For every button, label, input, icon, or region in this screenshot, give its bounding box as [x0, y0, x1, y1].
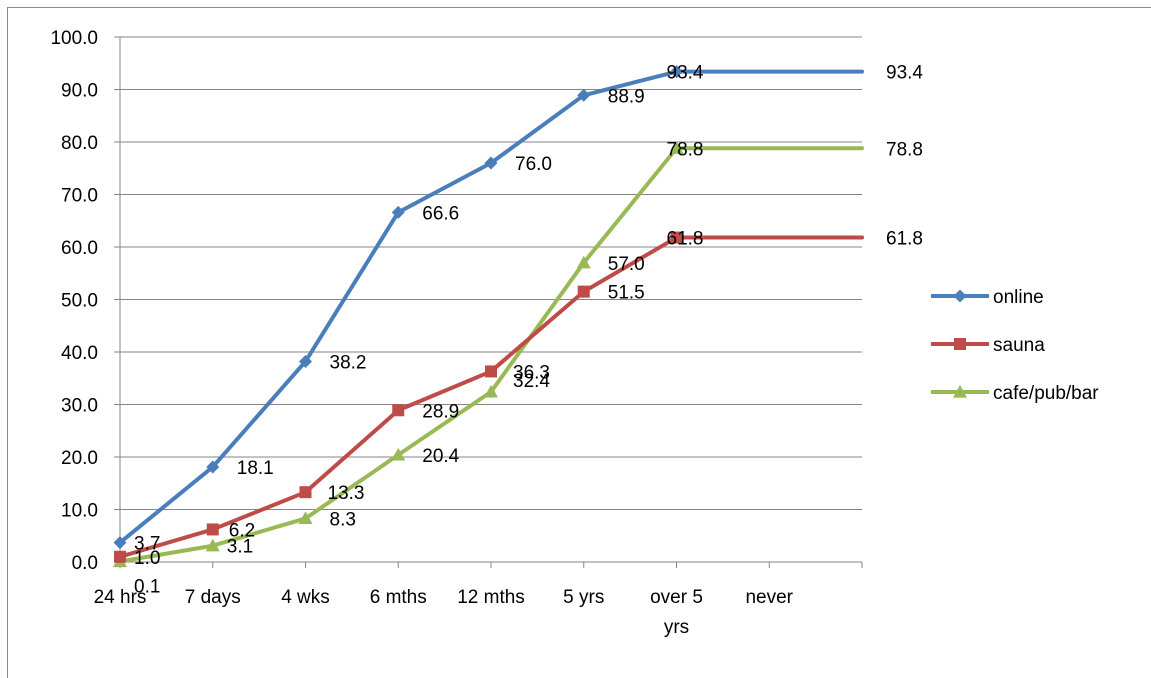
chart-frame	[7, 7, 1151, 678]
data-label-cafe-pub-bar: 20.4	[422, 446, 459, 467]
axes: 0.0 10.0 20.0 30.0 40.0 50.0 60.0 70.0 80.0 90.0 1…	[50, 28, 863, 638]
x-tick-label: 5 yrs	[563, 587, 604, 608]
data-point-online	[670, 65, 683, 79]
data-label-sauna: 6.2	[229, 520, 255, 541]
data-label-cafe-pub-bar: 3.1	[227, 537, 253, 558]
y-tick-label: 90.0	[61, 81, 98, 102]
x-tick-label-line: 7 days	[185, 587, 241, 608]
data-label-sauna: 51.5	[608, 283, 645, 304]
data-label-sauna: 1.0	[134, 548, 160, 569]
data-label-sauna: 13.3	[328, 483, 365, 504]
data-label-cafe-pub-bar: 57.0	[608, 254, 645, 275]
data-point-sauna	[299, 486, 312, 499]
x-tick-label: never	[745, 587, 793, 608]
data-label-cafe-pub-bar: 0.1	[134, 576, 160, 597]
x-tick-label-line: 6 mths	[370, 587, 427, 608]
x-tick-label: 7 days	[185, 587, 241, 608]
gridlines	[120, 36, 862, 510]
data-point-online	[484, 156, 498, 170]
data-label-cafe-pub-bar: 78.8	[667, 139, 704, 160]
x-tick-label-line: yrs	[664, 617, 689, 638]
legend-label: online	[993, 287, 1044, 308]
x-tick-label: 24 hrs	[94, 587, 147, 608]
data-label-cafe-pub-bar: 78.8	[886, 139, 923, 160]
y-tick-label: 70.0	[61, 186, 98, 207]
data-point-online	[391, 205, 405, 219]
data-point-online	[577, 88, 591, 102]
y-tick-label: 100.0	[50, 28, 98, 49]
x-tick-label-line: 12 mths	[457, 587, 525, 608]
data-label-sauna: 61.8	[667, 229, 704, 250]
data-label-online: 3.7	[134, 534, 160, 555]
data-label-online: 93.4	[667, 63, 704, 84]
legend: online sauna cafe/pub/bar	[931, 287, 1099, 404]
data-labels: 3.7 18.1 38.2 66.6 76.0 88.9 93.4 93.4 1.0 6.2 13.…	[134, 63, 923, 598]
y-tick-label: 40.0	[61, 343, 98, 364]
data-point-online	[206, 460, 220, 474]
x-tick-label: 6 mths	[370, 587, 427, 608]
x-tick-label-line: over 5	[650, 587, 703, 608]
data-point-cafe-pub-bar	[205, 538, 220, 552]
legend-label: cafe/pub/bar	[993, 383, 1099, 404]
data-point-online	[113, 536, 127, 550]
data-point-cafe-pub-bar	[298, 511, 313, 525]
series-markers	[113, 65, 684, 568]
data-point-cafe-pub-bar	[669, 141, 684, 154]
x-tick-label-line: never	[745, 587, 793, 608]
legend-marker	[953, 289, 967, 303]
data-label-online: 66.6	[422, 203, 459, 224]
data-point-sauna	[206, 523, 219, 536]
x-tick-label-line: 5 yrs	[563, 587, 604, 608]
y-tick-label: 80.0	[61, 133, 98, 154]
x-tick-label-line: 24 hrs	[94, 587, 147, 608]
x-tick-label: 4 wks	[281, 587, 330, 608]
data-label-online: 76.0	[515, 154, 552, 175]
y-tick-label: 60.0	[61, 238, 98, 259]
data-label-online: 38.2	[330, 352, 367, 373]
data-point-sauna	[114, 550, 126, 563]
legend-marker	[954, 338, 966, 350]
y-tick-label: 30.0	[61, 396, 98, 417]
legend-marker	[953, 385, 967, 398]
data-label-cafe-pub-bar: 8.3	[330, 509, 356, 530]
data-point-sauna	[577, 285, 590, 298]
series-lines	[118, 69, 864, 564]
y-tick-label: 50.0	[61, 291, 98, 312]
y-tick-label: 20.0	[61, 448, 98, 469]
data-label-sauna: 28.9	[422, 401, 459, 422]
data-label-online: 18.1	[237, 458, 274, 479]
x-tick-label: over 5 yrs	[650, 587, 703, 638]
data-label-online: 88.9	[608, 86, 645, 107]
y-tick-label: 10.0	[61, 501, 98, 522]
x-tick-label: 12 mths	[457, 587, 525, 608]
data-label-online: 93.4	[886, 63, 923, 84]
data-point-sauna	[485, 365, 497, 378]
data-point-cafe-pub-bar	[576, 255, 591, 269]
data-label-cafe-pub-bar: 32.4	[513, 371, 550, 392]
y-tick-label: 0.0	[72, 553, 98, 574]
series-line-sauna	[118, 235, 679, 559]
data-label-sauna: 36.3	[513, 362, 550, 383]
data-point-cafe-pub-bar	[484, 384, 498, 398]
data-point-online	[299, 354, 312, 368]
data-label-sauna: 61.8	[886, 229, 923, 250]
x-tick-label-line: 4 wks	[281, 587, 330, 608]
data-point-sauna	[392, 404, 405, 417]
data-point-cafe-pub-bar	[391, 447, 406, 461]
data-point-sauna	[670, 231, 683, 244]
legend-label: sauna	[993, 335, 1045, 356]
